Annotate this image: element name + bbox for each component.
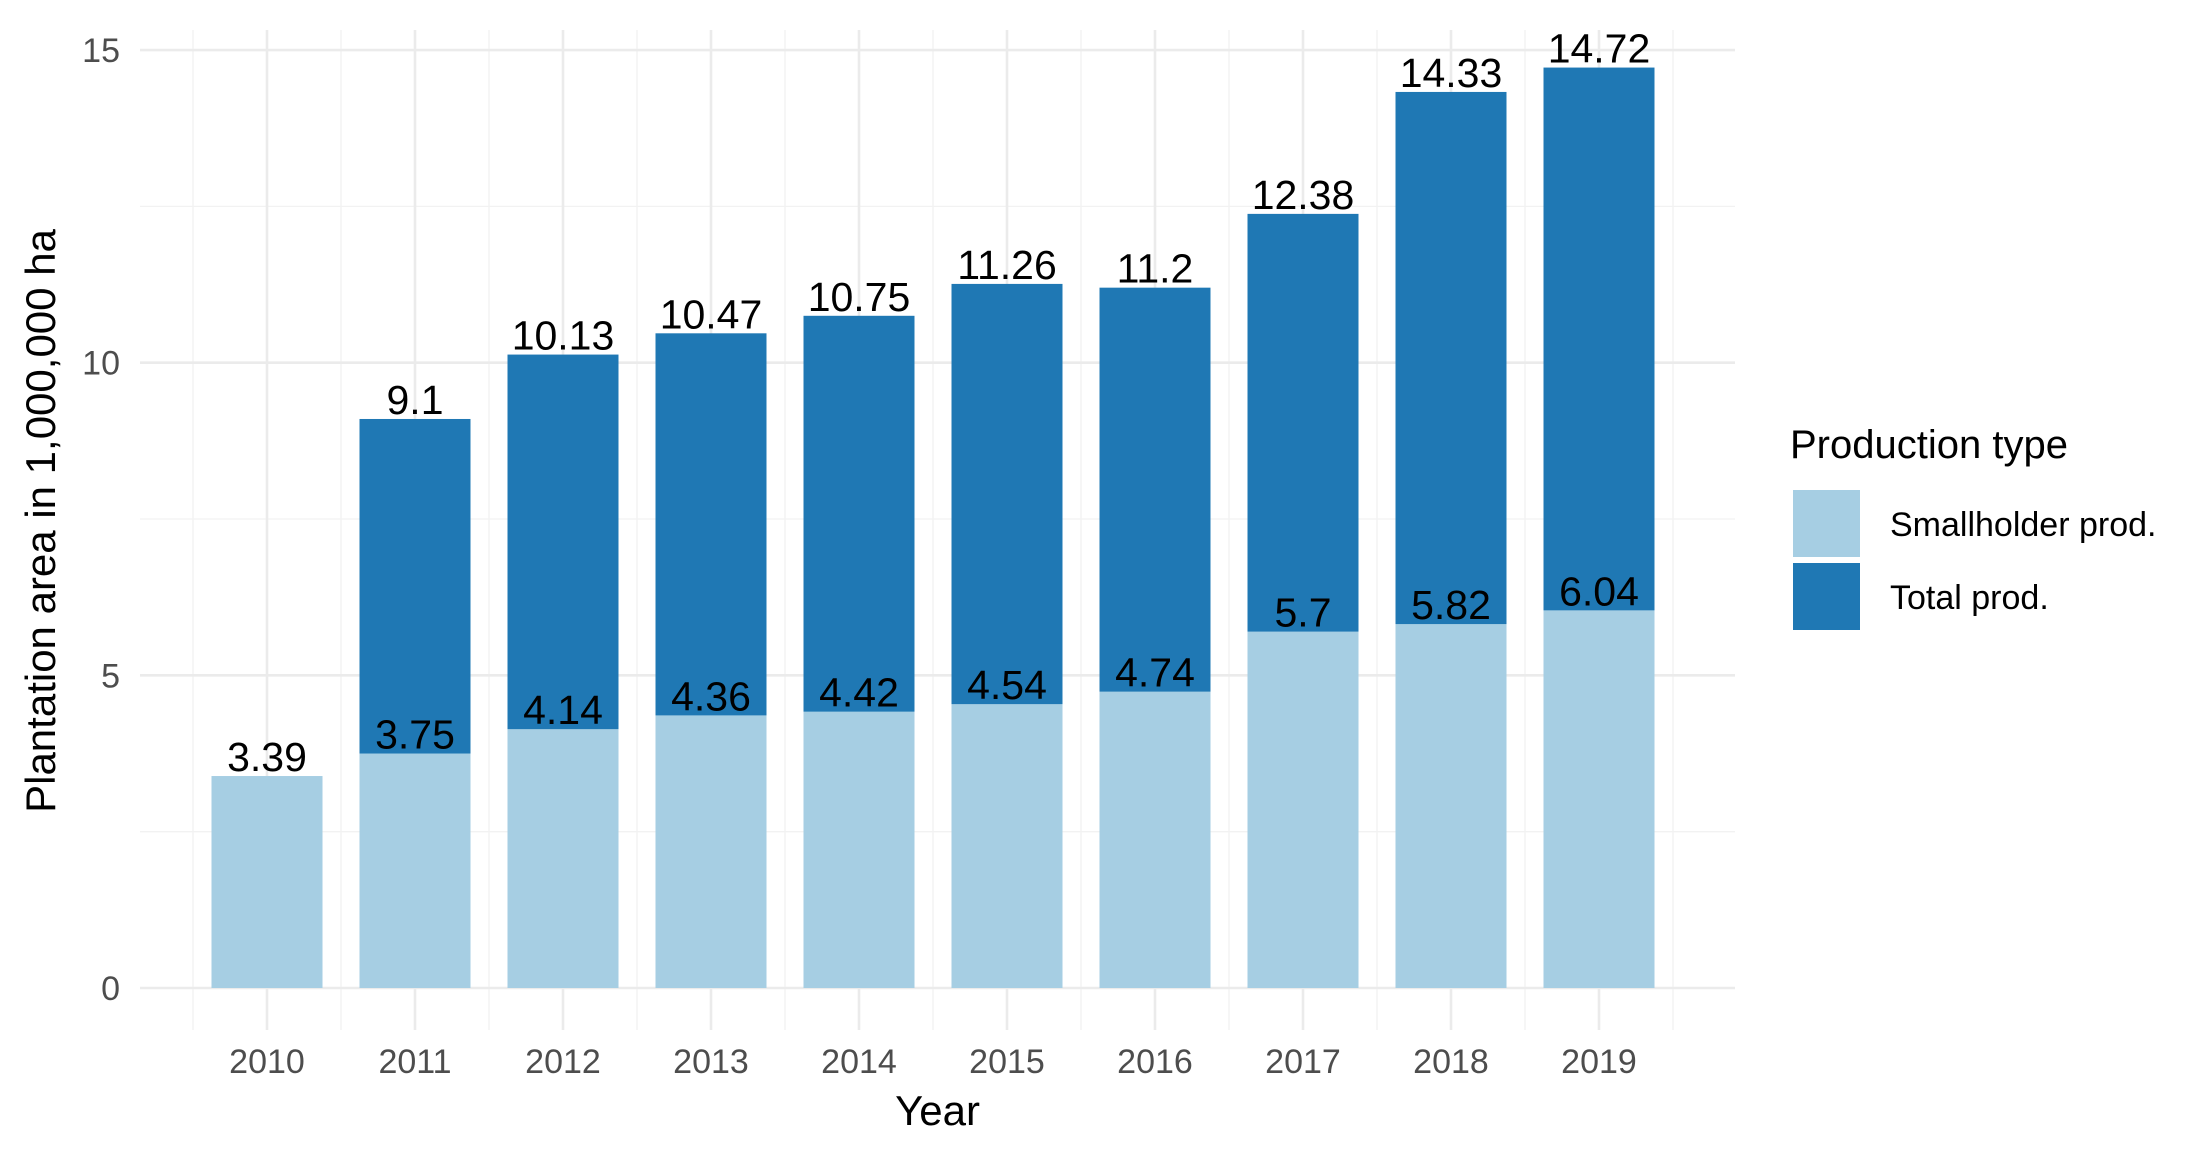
bar-smallholder-prod-2019 [1543, 610, 1655, 988]
data-label: 14.33 [1400, 50, 1503, 96]
y-tick-label: 0 [101, 970, 120, 1008]
x-tick-label: 2013 [673, 1043, 749, 1081]
bar-smallholder-prod-2018 [1395, 624, 1507, 988]
legend: Production type Smallholder prod. Total p… [1790, 423, 2156, 630]
data-label: 4.54 [967, 662, 1047, 708]
x-tick-label: 2012 [525, 1043, 601, 1081]
data-label: 10.13 [512, 313, 615, 359]
legend-items: Smallholder prod. Total prod. [1793, 490, 2156, 630]
bar-smallholder-prod-2011 [359, 753, 471, 988]
bar-smallholder-prod-2013 [655, 715, 767, 988]
data-label: 5.7 [1275, 590, 1332, 636]
data-label: 4.36 [671, 673, 751, 719]
x-tick-label: 2015 [969, 1043, 1045, 1081]
data-label: 4.74 [1115, 650, 1195, 696]
data-label: 10.75 [808, 274, 911, 320]
data-label: 11.26 [957, 242, 1057, 288]
data-label: 14.72 [1548, 26, 1651, 72]
data-label: 11.2 [1117, 246, 1194, 292]
y-tick-label: 5 [101, 657, 120, 695]
y-tick-label: 15 [82, 32, 120, 70]
data-labels: 9.1 10.13 10.47 10.75 11.26 11.2 12.38 14.33 14.… [227, 26, 1650, 780]
bar-smallholder-prod-2015 [951, 704, 1063, 988]
bar-smallholder-prod-2012 [507, 729, 619, 988]
y-axis-title: Plantation area in 1,000,000 ha [17, 228, 64, 812]
bar-smallholder-prod-2017 [1247, 631, 1359, 988]
legend-swatch [1793, 490, 1860, 557]
x-axis-title: Year [895, 1087, 980, 1134]
x-tick-label: 2011 [378, 1043, 451, 1081]
bar-smallholder-prod-2016 [1099, 691, 1211, 988]
legend-label: Smallholder prod. [1890, 506, 2156, 544]
y-axis-ticks: 0 5 10 15 [82, 32, 120, 1008]
data-label: 3.75 [375, 712, 455, 758]
legend-title: Production type [1790, 423, 2068, 467]
x-axis-ticks: 2010 2011 2012 2013 2014 2015 2016 2017 2018 2019 [229, 1043, 1637, 1081]
data-label: 5.82 [1411, 582, 1491, 628]
data-label: 10.47 [660, 291, 763, 337]
bar-smallholder-prod-2014 [803, 711, 915, 988]
x-tick-label: 2014 [821, 1043, 897, 1081]
x-tick-label: 2018 [1413, 1043, 1489, 1081]
data-label: 6.04 [1559, 568, 1639, 614]
bars [211, 67, 1655, 989]
data-label: 12.38 [1252, 172, 1355, 218]
legend-label: Total prod. [1890, 579, 2049, 617]
legend-swatch [1793, 563, 1860, 630]
y-tick-label: 10 [82, 345, 120, 383]
x-tick-label: 2016 [1117, 1043, 1193, 1081]
x-tick-label: 2017 [1265, 1043, 1341, 1081]
x-tick-label: 2019 [1561, 1043, 1637, 1081]
data-label: 9.1 [387, 377, 444, 423]
data-label: 4.14 [523, 687, 603, 733]
data-label: 4.42 [819, 670, 899, 716]
bar-smallholder-prod-2010 [211, 776, 323, 988]
data-label: 3.39 [227, 734, 307, 780]
x-tick-label: 2010 [229, 1043, 305, 1081]
